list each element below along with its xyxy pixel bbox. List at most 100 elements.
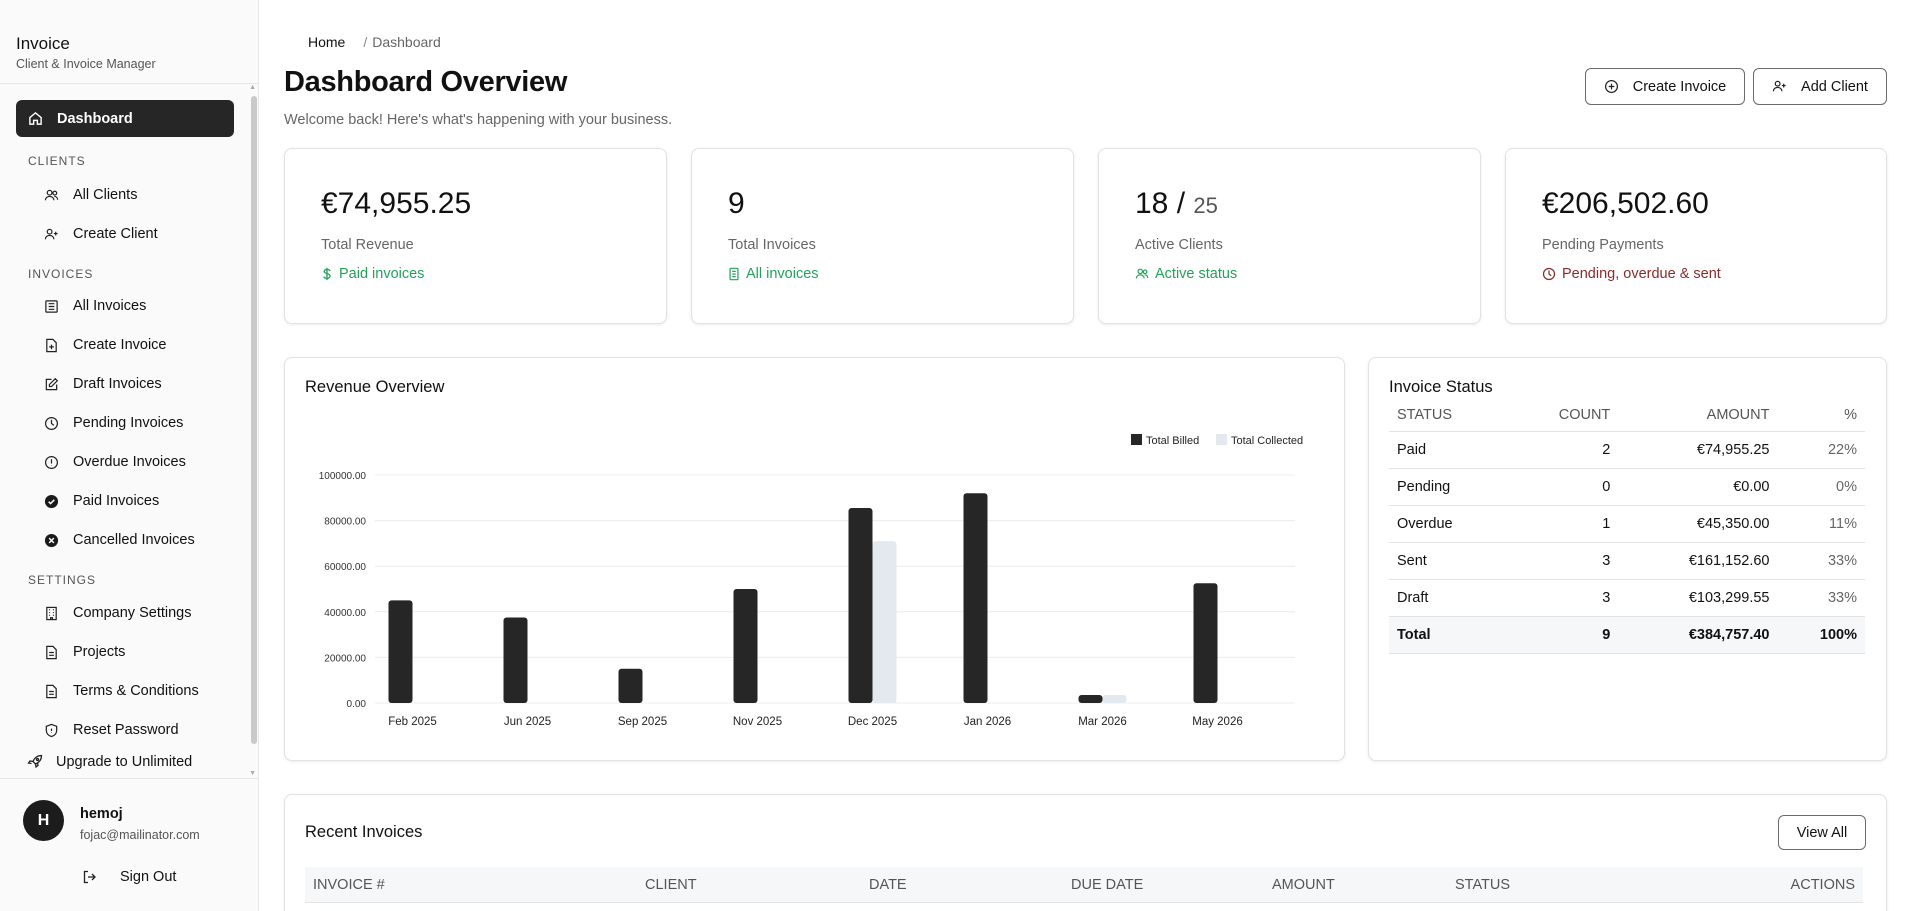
- sidebar-item-projects[interactable]: Projects: [44, 640, 125, 664]
- legend-swatch: [1131, 434, 1142, 445]
- column-header: AMOUNT: [1618, 399, 1778, 432]
- status-cell: Overdue: [1389, 505, 1507, 543]
- card-title: Recent Invoices: [305, 823, 423, 841]
- table-header-row: STATUS COUNT AMOUNT %: [1389, 399, 1865, 432]
- section-label-invoices: INVOICES: [28, 267, 94, 281]
- sidebar: Invoice Client & Invoice Manager Dashboa…: [0, 0, 259, 911]
- building-icon: [46, 606, 57, 620]
- sidebar-item-cancelled-invoices[interactable]: Cancelled Invoices: [44, 528, 195, 552]
- sidebar-item-label: Overdue Invoices: [73, 454, 186, 470]
- bar-collected: [1102, 695, 1127, 703]
- amount-cell: €0.00: [1618, 468, 1778, 506]
- sidebar-item-dashboard[interactable]: Dashboard: [16, 100, 234, 137]
- section-label-settings: SETTINGS: [28, 573, 97, 587]
- x-tick-label: Jun 2025: [504, 716, 551, 728]
- sidebar-item-label: Reset Password: [73, 722, 179, 738]
- create-invoice-label: Create Invoice: [1632, 78, 1727, 95]
- stat-card-revenue: €74,955.25 Total Revenue Paid invoices: [284, 148, 667, 324]
- sidebar-item-label: Projects: [73, 644, 126, 660]
- table-row: Pending 0 €0.00 0%: [1389, 468, 1865, 506]
- avatar[interactable]: H: [23, 800, 64, 841]
- table-row: Draft 3 €103,299.55 33%: [1389, 579, 1865, 617]
- sidebar-item-label: All Invoices: [73, 298, 147, 314]
- scroll-down-icon[interactable]: ▼: [249, 770, 256, 777]
- x-tick-label: May 2026: [1192, 716, 1243, 728]
- stat-value: €206,502.60: [1542, 187, 1709, 220]
- card-title: Revenue Overview: [305, 378, 445, 396]
- bar-billed: [733, 589, 758, 703]
- table-row: Paid 2 €74,955.25 22%: [1389, 431, 1865, 469]
- stat-value: 9: [728, 187, 745, 220]
- x-tick-label: Nov 2025: [733, 716, 782, 728]
- add-client-button[interactable]: Add Client: [1753, 68, 1887, 105]
- sidebar-item-create-client[interactable]: Create Client: [44, 222, 158, 246]
- sidebar-item-create-invoice[interactable]: Create Invoice: [44, 333, 167, 357]
- scrollbar-thumb[interactable]: [251, 96, 257, 744]
- sidebar-item-reset-password[interactable]: Reset Password: [44, 718, 179, 742]
- bar-billed: [388, 600, 413, 703]
- rocket-icon: [27, 754, 43, 769]
- upgrade-link[interactable]: Upgrade to Unlimited: [27, 754, 192, 770]
- sidebar-item-paid-invoices[interactable]: Paid Invoices: [44, 489, 159, 513]
- clock-icon: [44, 416, 59, 430]
- users-icon: [44, 189, 59, 200]
- stat-value-total: 25: [1193, 193, 1218, 218]
- invoice-status-table: STATUS COUNT AMOUNT % Paid 2 €74,955.25 …: [1389, 399, 1865, 654]
- x-circle-icon: [44, 533, 59, 547]
- sidebar-item-label: Draft Invoices: [73, 376, 162, 392]
- amount-cell: €74,955.25: [1618, 431, 1778, 469]
- file-text-icon: [46, 645, 57, 659]
- percent-cell: 11%: [1777, 505, 1865, 543]
- y-tick-label: 60000.00: [324, 562, 366, 573]
- column-header: COUNT: [1507, 399, 1619, 432]
- stat-label: Active Clients: [1135, 237, 1223, 253]
- sidebar-item-company-settings[interactable]: Company Settings: [44, 601, 191, 625]
- create-invoice-button[interactable]: Create Invoice: [1585, 68, 1745, 105]
- sidebar-item-terms[interactable]: Terms & Conditions: [44, 679, 199, 703]
- shield-icon: [45, 723, 58, 737]
- percent-cell: 33%: [1777, 579, 1865, 617]
- sidebar-item-label: Company Settings: [73, 605, 192, 621]
- bar-billed: [848, 508, 873, 703]
- breadcrumb-current: Dashboard: [372, 34, 441, 50]
- section-label-clients: CLIENTS: [28, 154, 86, 168]
- sidebar-item-label: Create Invoice: [73, 337, 167, 353]
- sidebar-scrollbar[interactable]: ▲ ▼: [249, 84, 257, 777]
- bar-billed: [618, 668, 643, 703]
- sidebar-item-pending-invoices[interactable]: Pending Invoices: [44, 411, 183, 435]
- sidebar-item-all-invoices[interactable]: All Invoices: [44, 294, 146, 318]
- count-cell: 2: [1507, 431, 1619, 469]
- user-name: hemoj: [80, 806, 123, 822]
- stat-label: Total Invoices: [728, 237, 816, 253]
- sign-out-button[interactable]: Sign Out: [82, 869, 176, 885]
- page-subtitle: Welcome back! Here's what's happening wi…: [284, 112, 673, 128]
- stat-label: Pending Payments: [1542, 237, 1664, 253]
- alert-circle-icon: [44, 455, 59, 469]
- brand-title: Invoice: [16, 34, 70, 53]
- sidebar-item-label: Pending Invoices: [73, 415, 184, 431]
- y-tick-label: 20000.00: [324, 653, 366, 664]
- sidebar-item-overdue-invoices[interactable]: Overdue Invoices: [44, 450, 186, 474]
- status-cell: Paid: [1389, 431, 1507, 469]
- view-all-button[interactable]: View All: [1778, 815, 1866, 850]
- sidebar-item-draft-invoices[interactable]: Draft Invoices: [44, 372, 162, 396]
- bar-collected: [872, 541, 897, 703]
- file-text-icon: [46, 684, 57, 698]
- stat-note: Paid invoices: [321, 266, 424, 282]
- recent-invoices-table-header: INVOICE # CLIENT DATE DUE DATE AMOUNT ST…: [305, 867, 1863, 903]
- sidebar-nav: Dashboard CLIENTS All Clients Create Cli…: [0, 84, 259, 774]
- sidebar-item-label: Create Client: [73, 226, 158, 242]
- user-email: fojac@mailinator.com: [80, 828, 200, 842]
- brand: Invoice Client & Invoice Manager: [0, 0, 258, 84]
- revenue-overview-card: Revenue Overview 0.00 20000.00 40000.00 600…: [284, 357, 1345, 761]
- column-header: DUE DATE: [1071, 877, 1144, 893]
- table-row: Sent 3 €161,152.60 33%: [1389, 542, 1865, 580]
- stat-note: Pending, overdue & sent: [1542, 266, 1721, 282]
- sidebar-item-all-clients[interactable]: All Clients: [44, 183, 137, 207]
- status-cell: Sent: [1389, 542, 1507, 580]
- scroll-up-icon[interactable]: ▲: [249, 84, 256, 91]
- breadcrumb-home[interactable]: Home: [308, 34, 346, 50]
- count-cell: 3: [1507, 579, 1619, 617]
- count-cell: 9: [1507, 616, 1619, 654]
- bar-billed: [1078, 695, 1103, 703]
